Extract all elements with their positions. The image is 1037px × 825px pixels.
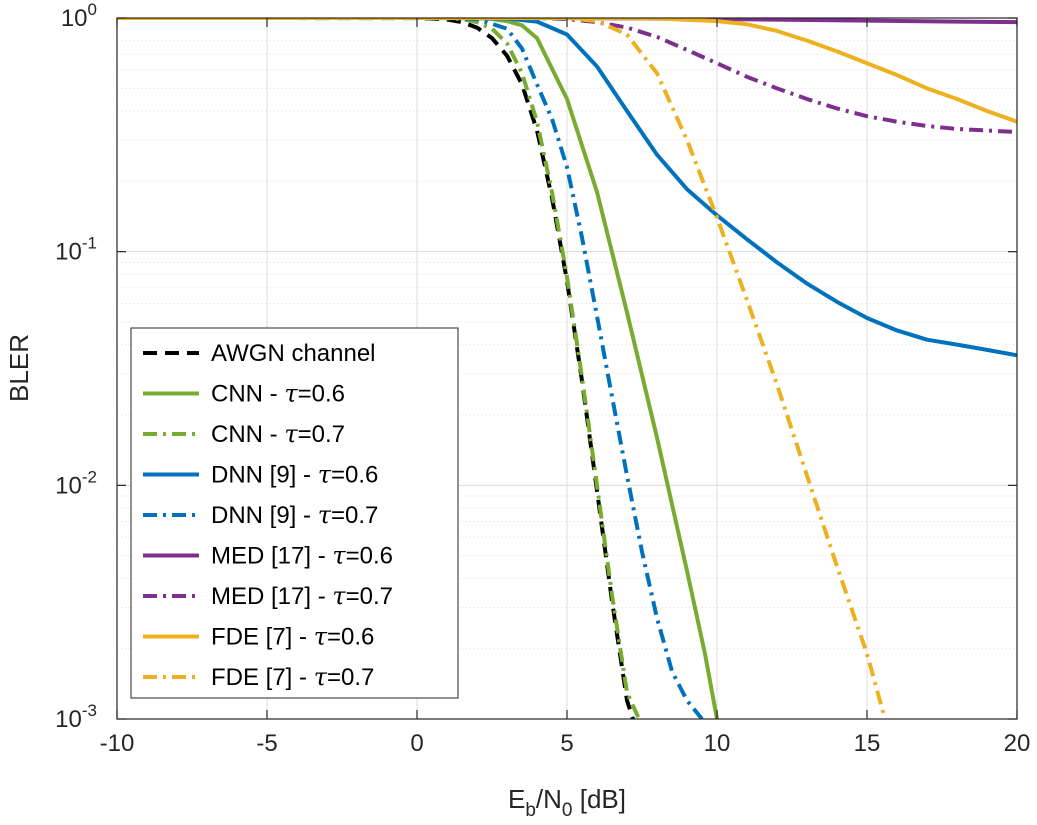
series-line-3 [117,18,641,719]
y-axis-label: BLER [4,334,34,402]
legend-label-2: CNN - τ=0.6 [211,380,345,408]
legend-label-5: DNN [9] - τ=0.7 [211,501,378,529]
y-tick-label: 10-2 [55,467,97,499]
x-tick-label: 15 [854,730,881,757]
y-tick-label: 10-1 [55,234,97,266]
series-line-7 [117,18,1017,135]
legend-label-1: AWGN channel [211,340,376,367]
legend-label-3: CNN - τ=0.7 [211,420,345,448]
legend-label-8: FDE [7] - τ=0.6 [211,623,374,651]
x-tick-label: 5 [560,730,573,757]
x-tick-label: 10 [704,730,731,757]
y-tick-label: 100 [61,0,97,32]
legend-label-7: MED [17] - τ=0.7 [211,582,393,610]
legend-label-9: FDE [7] - τ=0.7 [211,663,374,691]
x-tick-label: -10 [100,730,135,757]
x-axis-label: Eb/N0 [dB] [508,784,626,821]
y-tick-labels: 100 10-1 10-2 10-3 [55,0,97,733]
x-tick-label: 0 [410,730,423,757]
x-tick-labels: -10 -5 0 5 10 15 20 [100,730,1031,757]
x-tick-label: -5 [256,730,277,757]
tick-marks [116,17,1018,720]
x-tick-label: 20 [1004,730,1031,757]
y-tick-label: 10-3 [55,701,97,733]
legend-label-6: MED [17] - τ=0.6 [211,542,393,570]
legend-label-4: DNN [9] - τ=0.6 [211,461,378,489]
legend: AWGN channel CNN - τ=0.6 CNN - τ=0.7 DNN [9… [130,327,459,699]
